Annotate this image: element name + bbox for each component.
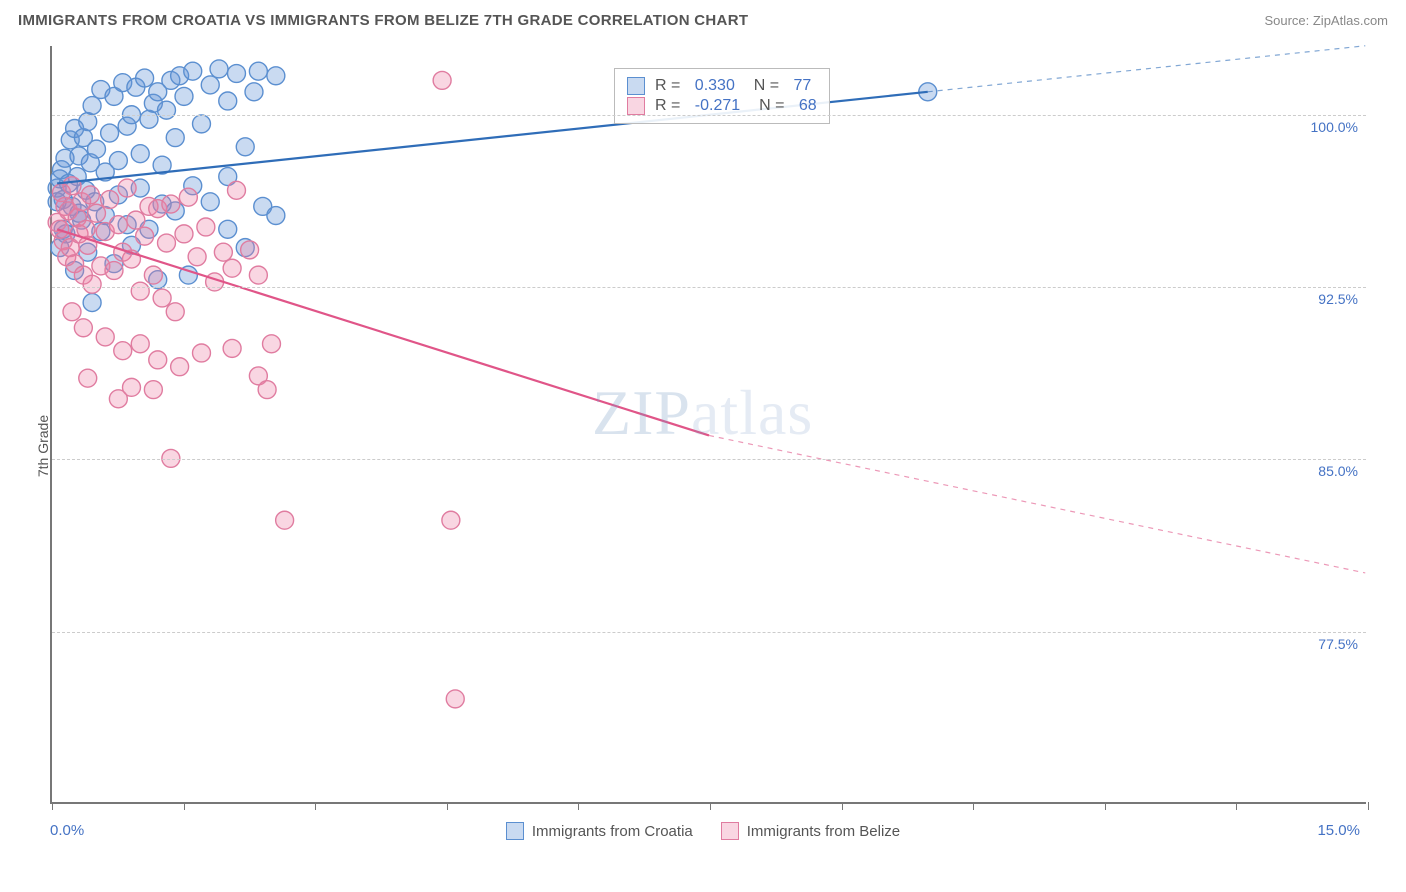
stat-label: R = [655,97,685,115]
y-tick-label: 85.0% [1318,463,1358,479]
x-tick [1368,802,1369,810]
stat-label: R = [655,77,685,95]
bottom-legend: Immigrants from Croatia Immigrants from … [0,822,1406,840]
x-tick [1105,802,1106,810]
stat-n-value: 68 [799,97,817,115]
x-tick [842,802,843,810]
gridline [52,632,1366,633]
gridline [52,459,1366,460]
chart-title: IMMIGRANTS FROM CROATIA VS IMMIGRANTS FR… [18,12,748,29]
legend-label: Immigrants from Belize [747,823,900,840]
header: IMMIGRANTS FROM CROATIA VS IMMIGRANTS FR… [18,12,1388,29]
source-label: Source: ZipAtlas.com [1264,13,1388,28]
x-tick [184,802,185,810]
plot-area: ZIPatlas R = 0.330 N = 77 R = -0.271 N =… [50,46,1366,804]
x-tick [1236,802,1237,810]
gridline [52,287,1366,288]
legend-label: Immigrants from Croatia [532,823,693,840]
x-tick [710,802,711,810]
stat-label: N = [750,97,789,115]
x-tick [315,802,316,810]
swatch-croatia-icon [506,822,524,840]
stat-r-value: 0.330 [695,77,735,95]
x-tick [52,802,53,810]
y-tick-label: 100.0% [1311,119,1358,135]
y-tick-label: 77.5% [1318,636,1358,652]
stat-n-value: 77 [794,77,812,95]
stat-row-croatia: R = 0.330 N = 77 [627,77,817,95]
chart-svg [52,46,1366,802]
swatch-croatia-icon [627,77,645,95]
stat-r-value: -0.271 [695,97,740,115]
stat-label: N = [745,77,784,95]
y-axis-label: 7th Grade [35,415,51,477]
x-tick [447,802,448,810]
legend-item-belize: Immigrants from Belize [721,822,900,840]
x-tick [973,802,974,810]
stat-row-belize: R = -0.271 N = 68 [627,97,817,115]
gridline [52,115,1366,116]
x-tick [578,802,579,810]
legend-item-croatia: Immigrants from Croatia [506,822,693,840]
swatch-belize-icon [627,97,645,115]
swatch-belize-icon [721,822,739,840]
y-tick-label: 92.5% [1318,291,1358,307]
